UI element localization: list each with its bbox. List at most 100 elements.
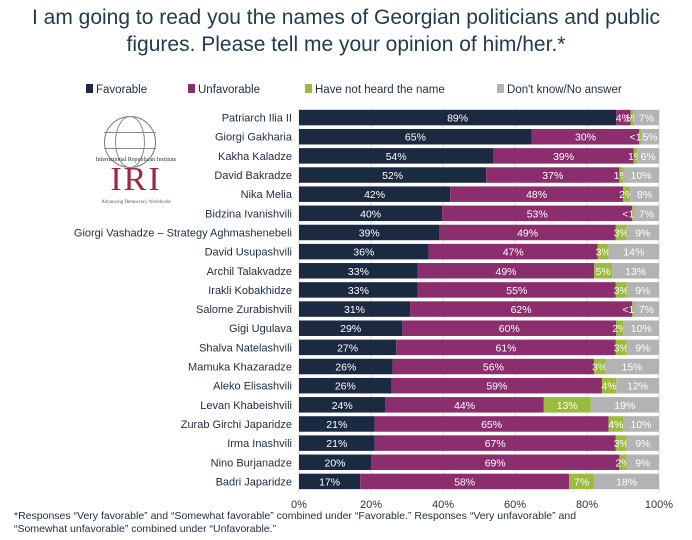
bar-segment (616, 320, 624, 336)
data-label: 55% (506, 285, 527, 297)
category-label: Irma Inashvili (227, 438, 292, 450)
legend-label: Don't know/No answer (507, 84, 622, 96)
bar-segment (442, 205, 633, 222)
data-label: 37% (542, 170, 563, 182)
bar-segment (392, 358, 595, 375)
data-label: 39% (553, 151, 574, 163)
bar-segment (417, 263, 595, 279)
data-label: 9% (635, 227, 650, 239)
data-label: 3% (614, 342, 629, 354)
bar-segment (299, 263, 418, 279)
data-label: 7% (639, 304, 654, 316)
bar-segment (597, 243, 609, 260)
data-label: 10% (630, 170, 651, 182)
data-label: 67% (485, 438, 506, 450)
bar-segment (531, 128, 640, 145)
category-label: Nika Melia (241, 189, 293, 201)
category-label: Levan Khabeishvili (200, 400, 292, 412)
bar-segment (486, 167, 620, 183)
bar-segment (371, 454, 620, 471)
bar-segment (632, 301, 634, 317)
bar-segment (608, 243, 659, 260)
category-label: Patriarch Ilia II (222, 113, 292, 125)
data-label: 27% (337, 342, 358, 354)
data-label: 40% (360, 208, 381, 220)
data-label: 3% (614, 285, 629, 297)
bar-segment (632, 205, 634, 222)
data-label: 53% (527, 208, 548, 220)
bar-segment (619, 167, 623, 183)
data-label: 19% (614, 400, 635, 412)
bar-segment (299, 148, 494, 164)
data-label: 9% (635, 457, 650, 469)
category-label: Irakli Kobakhidze (208, 285, 292, 297)
data-label: 49% (517, 227, 538, 239)
bar-segment (633, 301, 659, 317)
bar-segment (493, 148, 634, 164)
bar-segment (396, 339, 616, 356)
bar-segment (608, 416, 623, 432)
data-label: 89% (447, 113, 468, 125)
bar-segment (605, 358, 659, 375)
x-tick-label: 60% (504, 499, 526, 510)
data-label: 54% (386, 151, 407, 163)
legend-swatch (188, 84, 195, 93)
bar-segment (615, 224, 627, 241)
bar-segment (637, 148, 659, 164)
stacked-bar-chart: 0% 20% 40% 60% 80% 100% Favorable Unfavorable Ha… (74, 84, 673, 510)
x-tick-label: 0% (291, 499, 307, 510)
data-label: 60% (499, 323, 520, 335)
x-tick-label: 40% (432, 499, 454, 510)
bar-segment (616, 109, 631, 126)
data-label: 9% (635, 438, 650, 450)
category-label: Badri Japaridze (216, 476, 292, 488)
data-label: 13% (557, 400, 578, 412)
data-label: 33% (348, 285, 369, 297)
data-label: 65% (405, 132, 426, 144)
data-label: 10% (631, 323, 652, 335)
data-label: 3% (596, 247, 611, 259)
bar-segment (626, 282, 659, 298)
data-label: 3% (592, 362, 607, 374)
x-tick-label: 20% (360, 499, 382, 510)
category-label: Salome Zurabishvili (196, 304, 292, 316)
bar-segment (385, 397, 544, 413)
bar-segment (590, 397, 659, 413)
bar-segment (374, 416, 609, 432)
data-label: 47% (503, 247, 524, 259)
footnote-line-1: *Responses “Very favorable” and “Somewha… (14, 510, 577, 522)
data-label: 20% (324, 457, 345, 469)
category-label: Aleko Elisashvili (213, 381, 292, 393)
bar-segment (569, 473, 595, 490)
category-label: Kakha Kaladze (218, 151, 292, 163)
bar-segment (626, 435, 659, 451)
data-label: 26% (335, 362, 356, 374)
bar-segment (299, 416, 375, 432)
data-label: 48% (526, 189, 547, 201)
data-label: 42% (364, 189, 385, 201)
legend-swatch (305, 84, 312, 93)
bar-segment (633, 148, 638, 164)
bar-segment (299, 282, 418, 298)
data-label: 3% (614, 227, 629, 239)
bar-segment (391, 377, 602, 394)
bar-segment (299, 109, 617, 126)
data-label: 49% (495, 266, 516, 278)
bar-segment (360, 473, 569, 490)
bar-segment (410, 301, 633, 317)
bar-segment (615, 282, 627, 298)
data-label: 61% (495, 342, 516, 354)
category-label: Bidzina Ivanishvili (205, 208, 292, 220)
bar-segment (623, 167, 659, 183)
data-label: 24% (332, 400, 353, 412)
legend-label: Unfavorable (198, 84, 260, 96)
category-label: Gigi Ugulava (229, 323, 293, 335)
data-label: 26% (335, 381, 356, 393)
data-label: 69% (485, 457, 506, 469)
category-label: Zurab Girchi Japaridze (181, 419, 292, 431)
bar-segment (299, 224, 440, 241)
bar-segment (594, 473, 659, 490)
bar-segment (633, 205, 659, 222)
bar-segment (639, 128, 642, 145)
bar-segment (450, 186, 623, 202)
